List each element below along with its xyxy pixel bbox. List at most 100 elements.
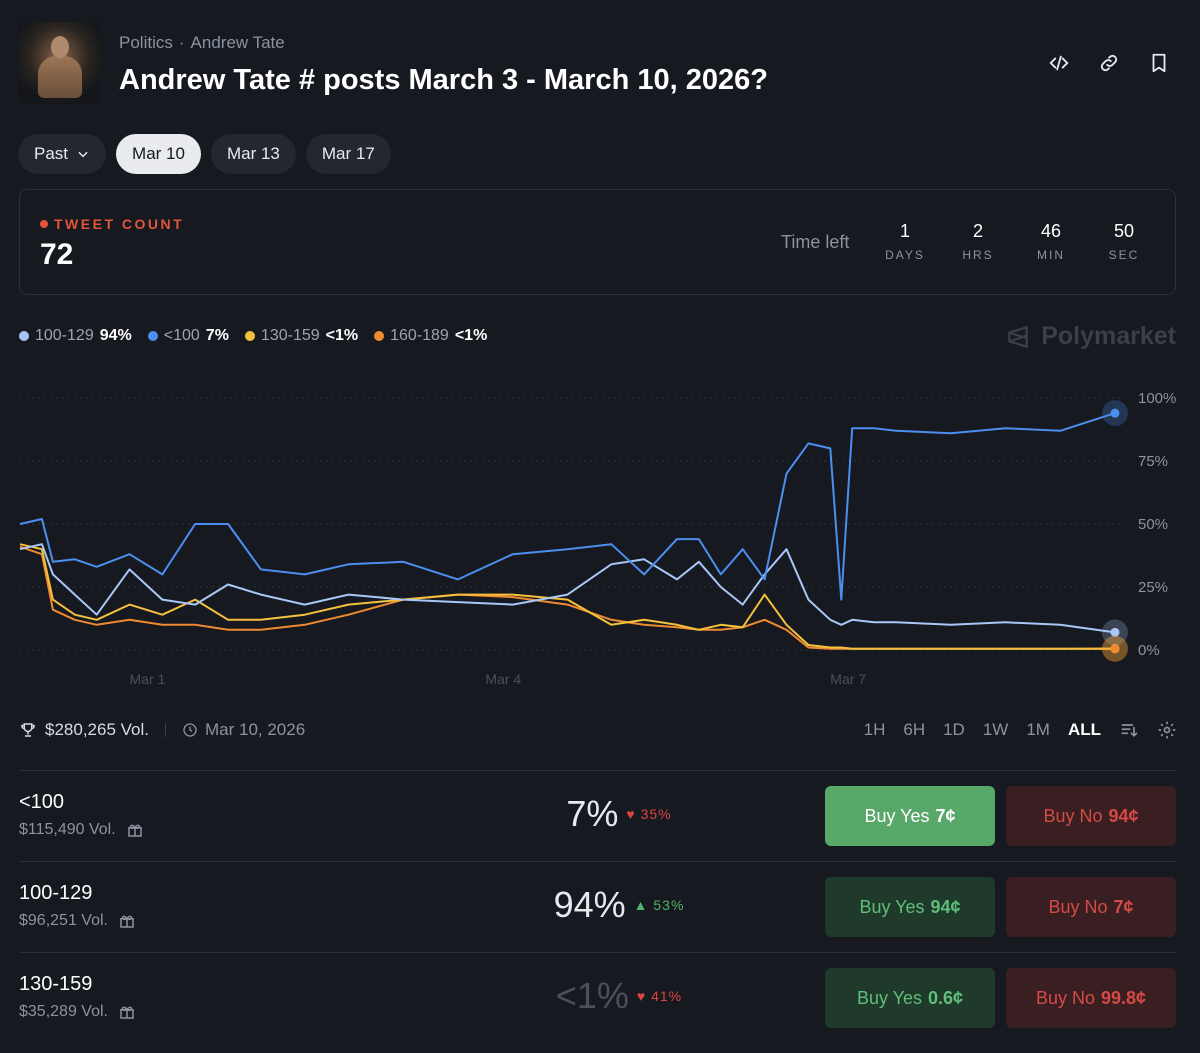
polymarket-wordmark: Polymarket [1041, 322, 1176, 350]
outcome-name: 130-159 [19, 973, 93, 995]
past-dropdown[interactable]: Past [18, 134, 107, 174]
page-title: Andrew Tate # posts March 3 - March 10, … [119, 64, 768, 96]
series-line-130-159 [19, 543, 1116, 650]
y-tick-label: 25% [1138, 579, 1168, 596]
legend-label: <100 [163, 327, 200, 344]
gift-icon[interactable] [126, 821, 144, 839]
tab-mar-17[interactable]: Mar 17 [305, 134, 391, 174]
breadcrumb-subcategory[interactable]: Andrew Tate [190, 33, 285, 52]
tab-mar-10[interactable]: Mar 10 [116, 134, 201, 174]
sort-icon[interactable] [1119, 720, 1139, 740]
outcome-row-130-159[interactable]: 130-159 $35,289 Vol. <1% ♥ 41% Buy Yes 0.… [19, 952, 1177, 1043]
range-1m[interactable]: 1M [1026, 720, 1050, 739]
range-all[interactable]: ALL [1067, 720, 1101, 739]
buy-no-label: Buy No [1035, 987, 1095, 1008]
tab-mar-13[interactable]: Mar 13 [210, 134, 296, 174]
stats-row: $280,265 Vol. Mar 10, 2026 1H 6H 1D 1W 1… [19, 720, 1177, 744]
buy-yes-price: 0.6¢ [928, 987, 964, 1008]
buy-no-price: 7¢ [1113, 896, 1134, 917]
y-tick-label: 0% [1138, 642, 1160, 659]
countdown-days-value: 1 [899, 221, 910, 241]
gift-icon[interactable] [118, 912, 136, 930]
chart-legend: 100-129 94% <100 7% 130-159 <1% 160-189 … [19, 327, 487, 345]
bookmark-icon[interactable] [1148, 52, 1170, 74]
outcome-volume: $115,490 Vol. [19, 821, 116, 838]
legend-item-160-189[interactable]: 160-189 <1% [374, 327, 487, 345]
tweet-count-card: TWEET COUNT 72 Time left 1 DAYS 2 HRS 46… [19, 189, 1176, 295]
legend-dot-icon [19, 331, 29, 341]
range-1w[interactable]: 1W [982, 720, 1009, 739]
endpoint-marker [1110, 627, 1120, 637]
probability-change-value: 41% [651, 988, 683, 1004]
legend-item-130-159[interactable]: 130-159 <1% [244, 327, 359, 345]
live-dot-icon [40, 220, 48, 228]
tweet-count-label: TWEET COUNT [40, 216, 184, 232]
legend-label: 100-129 [35, 327, 94, 344]
outcome-probability: <1% [555, 975, 629, 1016]
buy-no-button[interactable]: Buy No 94¢ [1006, 786, 1176, 846]
buy-no-price: 99.8¢ [1100, 987, 1147, 1008]
endpoint-marker [1110, 644, 1120, 654]
countdown-hours-value: 2 [972, 221, 983, 241]
series-line-100-129 [19, 543, 1116, 634]
range-1d[interactable]: 1D [943, 720, 965, 739]
breadcrumb-category[interactable]: Politics [119, 33, 173, 52]
buy-yes-label: Buy Yes [856, 987, 922, 1008]
market-avatar [18, 22, 100, 104]
outcome-row-under-100[interactable]: <100 $115,490 Vol. 7% ♥ 35% Buy Yes 7¢ Bu… [19, 770, 1177, 861]
link-icon[interactable] [1098, 52, 1120, 74]
endpoint-marker [1110, 408, 1120, 418]
gift-icon[interactable] [118, 1003, 136, 1021]
past-label: Past [34, 144, 69, 163]
range-6h[interactable]: 6H [903, 720, 926, 739]
outcome-volume: $96,251 Vol. [19, 912, 108, 929]
outcome-volume: $35,289 Vol. [19, 1003, 108, 1020]
series-line-160-189 [19, 545, 1116, 650]
tweet-count-value: 72 [40, 238, 74, 271]
countdown-days-unit: DAYS [885, 248, 925, 262]
time-range-selector: 1H 6H 1D 1W 1M ALL [864, 720, 1177, 740]
buy-yes-label: Buy Yes [859, 896, 925, 917]
countdown-seconds: 50 SEC [1094, 221, 1154, 262]
buy-yes-button[interactable]: Buy Yes 94¢ [825, 877, 995, 937]
breadcrumb: Politics · Andrew Tate [119, 33, 285, 52]
legend-pct: 94% [99, 327, 132, 344]
price-history-chart[interactable]: 100% 75% 50% 25% 0% Mar 1 Mar 4 Mar 7 [0, 360, 1200, 700]
y-tick-label: 50% [1138, 516, 1168, 533]
outcome-name: <100 [19, 791, 65, 813]
outcome-name: 100-129 [19, 882, 93, 904]
legend-item-100-129[interactable]: 100-129 94% [19, 327, 132, 345]
countdown-minutes: 46 MIN [1021, 221, 1081, 262]
series-line-lt100 [19, 412, 1116, 601]
buy-no-label: Buy No [1043, 805, 1103, 826]
x-tick-label: Mar 7 [830, 671, 866, 687]
probability-change-value: 53% [653, 897, 685, 913]
buy-yes-button[interactable]: Buy Yes 0.6¢ [825, 968, 995, 1028]
outcome-probability: 94% [553, 884, 626, 925]
legend-pct: 7% [205, 327, 229, 344]
legend-pct: <1% [454, 327, 488, 344]
y-tick-label: 100% [1138, 390, 1176, 407]
countdown-hours-unit: HRS [962, 248, 994, 262]
embed-code-icon[interactable] [1048, 52, 1070, 74]
buy-no-price: 94¢ [1108, 805, 1139, 826]
chevron-down-icon [78, 151, 88, 158]
outcome-row-100-129[interactable]: 100-129 $96,251 Vol. 94% ▲ 53% Buy Yes 94… [19, 861, 1177, 952]
legend-dot-icon [374, 331, 385, 341]
legend-pct: <1% [325, 327, 359, 344]
range-1h[interactable]: 1H [863, 720, 886, 739]
probability-change: ▲ 53% [633, 897, 685, 913]
buy-no-button[interactable]: Buy No 99.8¢ [1006, 968, 1176, 1028]
legend-label: 130-159 [260, 327, 320, 344]
tweet-count-label-text: TWEET COUNT [54, 216, 185, 232]
legend-label: 160-189 [390, 327, 449, 344]
probability-change: ♥ 35% [626, 806, 672, 822]
legend-item-under-100[interactable]: <100 7% [147, 327, 229, 345]
countdown-days: 1 DAYS [875, 221, 935, 262]
buy-yes-button[interactable]: Buy Yes 7¢ [825, 786, 995, 846]
clock-icon [183, 723, 197, 737]
settings-gear-icon[interactable] [1157, 720, 1177, 740]
probability-change: ♥ 41% [636, 988, 683, 1004]
end-date: Mar 10, 2026 [204, 720, 306, 739]
buy-no-button[interactable]: Buy No 7¢ [1006, 877, 1176, 937]
